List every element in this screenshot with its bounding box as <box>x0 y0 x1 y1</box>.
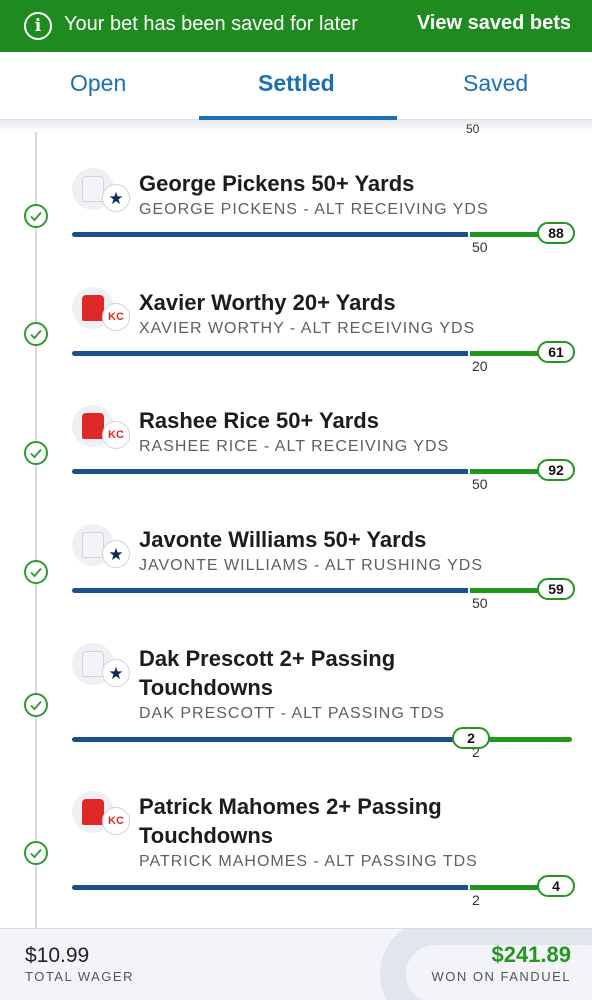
actual-value-badge: 2 <box>452 727 490 749</box>
leg-title: Javonte Williams 50+ Yards <box>139 527 427 552</box>
saved-bet-banner: i Your bet has been saved for later View… <box>0 0 592 52</box>
jersey-icon <box>82 295 104 321</box>
progress-over-target <box>470 351 542 356</box>
leg-title: George Pickens 50+ Yards <box>139 171 415 196</box>
progress-to-target <box>72 469 468 474</box>
progress-over-target <box>470 885 542 890</box>
player-avatar: ★ <box>72 168 132 214</box>
tabs-shadow <box>0 120 592 132</box>
cowboys-star-icon: ★ <box>102 659 130 687</box>
cowboys-star-icon: ★ <box>102 184 130 212</box>
leg-title: Dak Prescott 2+ Passing <box>139 646 396 671</box>
actual-value-badge: 92 <box>537 459 575 481</box>
leg-market: PATRICK MAHOMES - ALT PASSING TDS <box>139 853 478 870</box>
progress-to-target <box>72 351 468 356</box>
player-avatar: ★ <box>72 643 132 689</box>
leg-market: GEORGE PICKENS - ALT RECEIVING YDS <box>139 201 489 218</box>
won-check-icon <box>24 841 48 865</box>
chiefs-logo-icon: KC <box>102 807 130 835</box>
progress-over-target <box>470 469 542 474</box>
jersey-icon <box>82 413 104 439</box>
won-amount-value: $241.89 <box>491 942 571 967</box>
cowboys-star-icon: ★ <box>102 540 130 568</box>
won-check-icon <box>24 204 48 228</box>
leg-title-continued: Touchdowns <box>139 823 274 848</box>
player-avatar: KC <box>72 791 132 837</box>
target-label: 2 <box>472 744 480 760</box>
jersey-icon <box>82 651 104 677</box>
leg-market: XAVIER WORTHY - ALT RECEIVING YDS <box>139 320 476 337</box>
won-check-icon <box>24 693 48 717</box>
active-tab-indicator <box>199 116 397 120</box>
won-check-icon <box>24 560 48 584</box>
target-label: 50 <box>472 239 488 255</box>
actual-value-badge: 88 <box>537 222 575 244</box>
progress-to-target <box>72 885 468 890</box>
progress-over-target <box>470 232 542 237</box>
player-avatar: KC <box>72 405 132 451</box>
jersey-icon <box>82 532 104 558</box>
target-label: 2 <box>472 892 480 908</box>
total-wager-label: TOTAL WAGER <box>25 969 134 984</box>
leg-title: Patrick Mahomes 2+ Passing <box>139 794 442 819</box>
progress-to-target <box>72 588 468 593</box>
tab-open[interactable]: Open <box>70 70 127 96</box>
jersey-icon <box>82 176 104 202</box>
jersey-icon <box>82 799 104 825</box>
leg-market: DAK PRESCOTT - ALT PASSING TDS <box>139 705 445 722</box>
total-wager-value: $10.99 <box>25 944 90 967</box>
leg-market: RASHEE RICE - ALT RECEIVING YDS <box>139 438 450 455</box>
leg-title-continued: Touchdowns <box>139 675 274 700</box>
progress-to-target <box>72 232 468 237</box>
leg-market: JAVONTE WILLIAMS - ALT RUSHING YDS <box>139 557 483 574</box>
won-check-icon <box>24 441 48 465</box>
actual-value-badge: 4 <box>537 875 575 897</box>
won-check-icon <box>24 322 48 346</box>
info-icon: i <box>24 12 52 40</box>
leg-timeline <box>35 132 37 930</box>
tab-saved[interactable]: Saved <box>463 70 529 96</box>
tab-settled[interactable]: Settled <box>258 70 335 96</box>
leg-title: Rashee Rice 50+ Yards <box>139 408 379 433</box>
banner-message: Your bet has been saved for later <box>64 13 358 35</box>
target-label: 50 <box>472 595 488 611</box>
actual-value-badge: 61 <box>537 341 575 363</box>
view-saved-bets-link[interactable]: View saved bets <box>416 12 571 34</box>
player-avatar: KC <box>72 287 132 333</box>
target-label: 20 <box>472 358 488 374</box>
leg-title: Xavier Worthy 20+ Yards <box>139 290 396 315</box>
chiefs-logo-icon: KC <box>102 421 130 449</box>
bet-summary-footer: $10.99 TOTAL WAGER $241.89 WON ON FANDUE… <box>0 928 592 1000</box>
previous-leg-target-label: 50 <box>466 122 480 136</box>
fanduel-watermark <box>380 929 592 1000</box>
bet-tabs: Open Settled Saved <box>0 52 592 120</box>
actual-value-badge: 59 <box>537 578 575 600</box>
progress-over-target <box>470 737 572 742</box>
progress-over-target <box>470 588 542 593</box>
player-avatar: ★ <box>72 524 132 570</box>
target-label: 50 <box>472 476 488 492</box>
won-amount-label: WON ON FANDUEL <box>431 969 571 984</box>
chiefs-logo-icon: KC <box>102 303 130 331</box>
progress-to-target <box>72 737 468 742</box>
